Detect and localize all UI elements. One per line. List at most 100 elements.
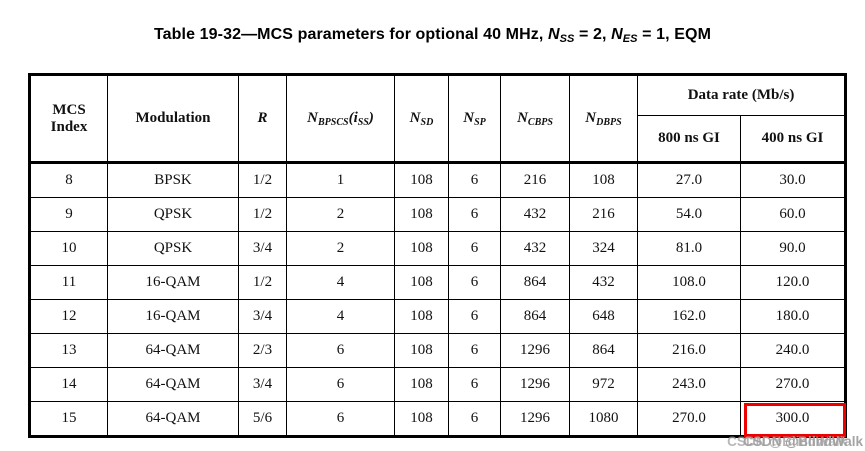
table-cell: 162.0 [637, 299, 741, 334]
table-cell: 432 [569, 265, 638, 300]
table-cell: 432 [500, 197, 570, 232]
table-cell: 60.0 [739, 197, 847, 232]
table-cell: QPSK [107, 197, 239, 232]
mcs-parameters-table: MCS Index Modulation R NBPSCS(iSS) NSD N… [28, 73, 848, 438]
header-symbol: N [585, 110, 597, 126]
table-cell: 432 [500, 231, 570, 266]
table-cell: 108 [394, 162, 449, 198]
table-cell: 2 [286, 197, 395, 232]
table-cell: 54.0 [637, 197, 741, 232]
col-header-800ns-gi: 800 ns GI [637, 115, 741, 164]
table-cell: 300.0 [739, 401, 847, 437]
table-cell: 3/4 [238, 367, 287, 402]
caption-text: Table 19-32—MCS parameters for optional … [154, 26, 548, 43]
caption-text: = 1, EQM [637, 26, 711, 43]
table-cell: 270.0 [637, 401, 741, 437]
table-cell: 1296 [500, 401, 570, 437]
table-cell: 12 [29, 299, 108, 334]
table-cell: 27.0 [637, 162, 741, 198]
table-cell: 240.0 [739, 333, 847, 368]
table-caption: Table 19-32—MCS parameters for optional … [0, 26, 865, 45]
table-row: 8 BPSK 1/2 1 108 6 216 108 27.0 30.0 [29, 162, 847, 198]
col-header-ndbps: NDBPS [569, 74, 638, 164]
table-row: 14 64-QAM 3/4 6 108 6 1296 972 243.0 270.0 [29, 367, 847, 402]
table-cell: 3/4 [238, 231, 287, 266]
table-cell: 11 [29, 265, 108, 300]
table-cell: 6 [448, 401, 501, 437]
table-cell: 648 [569, 299, 638, 334]
table-cell: QPSK [107, 231, 239, 266]
table-cell: 1/2 [238, 197, 287, 232]
table-cell: 6 [448, 333, 501, 368]
table-row: 11 16-QAM 1/2 4 108 6 864 432 108.0 120.0 [29, 265, 847, 300]
col-header-nsd: NSD [394, 74, 449, 164]
table-cell: 216 [569, 197, 638, 232]
table-cell: 9 [29, 197, 108, 232]
col-header-nbpscs: NBPSCS(iSS) [286, 74, 395, 164]
caption-var-nss: N [547, 26, 560, 43]
table-cell: 108 [394, 299, 449, 334]
table-cell: 1296 [500, 333, 570, 368]
table-cell: 972 [569, 367, 638, 402]
table-cell: 864 [500, 299, 570, 334]
table-cell: 1296 [500, 367, 570, 402]
table-cell: 16-QAM [107, 265, 239, 300]
header-symbol: ( [348, 110, 354, 126]
table-cell: 2/3 [238, 333, 287, 368]
table-cell: 4 [286, 265, 395, 300]
table-cell: 108 [394, 333, 449, 368]
table-header: MCS Index Modulation R NBPSCS(iSS) NSD N… [29, 73, 847, 164]
col-header-400ns-gi: 400 ns GI [739, 115, 847, 164]
table-cell: 8 [29, 162, 108, 198]
table-cell: 108 [394, 367, 449, 402]
header-symbol: ) [368, 110, 374, 126]
header-symbol: N [307, 110, 318, 126]
table-cell: 64-QAM [107, 333, 239, 368]
table-cell: 6 [448, 265, 501, 300]
table-cell: 15 [29, 401, 108, 437]
header-subscript: SP [474, 117, 486, 128]
table-cell: 324 [569, 231, 638, 266]
table-cell: 6 [448, 367, 501, 402]
table-cell: 108.0 [637, 265, 741, 300]
caption-var-nes: N [611, 26, 623, 43]
header-subscript: DBPS [596, 117, 622, 128]
table-row: 10 QPSK 3/4 2 108 6 432 324 81.0 90.0 [29, 231, 847, 266]
table-cell: 216 [500, 162, 570, 198]
header-line: MCS [52, 101, 86, 118]
table-cell: 3/4 [238, 299, 287, 334]
col-header-ncbps: NCBPS [500, 74, 570, 164]
table-cell: 5/6 [238, 401, 287, 437]
watermark-text: CSDN @BlindWalk [743, 434, 863, 449]
table-cell: 16-QAM [107, 299, 239, 334]
col-header-mcs-index: MCS Index [29, 74, 108, 164]
header-symbol: N [409, 110, 421, 126]
header-symbol: N [463, 110, 475, 126]
table-cell: 30.0 [739, 162, 847, 198]
header-symbol: N [517, 110, 528, 126]
table-cell: 6 [448, 197, 501, 232]
table-cell: 10 [29, 231, 108, 266]
table-cell: 216.0 [637, 333, 741, 368]
table-cell: 6 [286, 401, 395, 437]
col-header-modulation: Modulation [107, 74, 239, 164]
table-cell: 81.0 [637, 231, 741, 266]
caption-sub-es: ES [622, 33, 638, 45]
table-cell: 108 [394, 231, 449, 266]
table-row: 12 16-QAM 3/4 4 108 6 864 648 162.0 180.0 [29, 299, 847, 334]
highlight-box [744, 403, 847, 437]
table-cell: 6 [448, 299, 501, 334]
col-header-nsp: NSP [448, 74, 501, 164]
table-cell: 6 [286, 367, 395, 402]
table-cell: 2 [286, 231, 395, 266]
col-header-data-rate: Data rate (Mb/s) [636, 73, 847, 117]
table-cell: 6 [448, 162, 501, 198]
table-cell: 120.0 [739, 265, 847, 300]
table-cell: 108 [569, 162, 638, 198]
table-cell: 6 [286, 333, 395, 368]
caption-text: = 2, [574, 26, 612, 43]
table-row: 9 QPSK 1/2 2 108 6 432 216 54.0 60.0 [29, 197, 847, 232]
caption-sub-ss: SS [559, 33, 575, 45]
table-cell: 1 [286, 162, 395, 198]
